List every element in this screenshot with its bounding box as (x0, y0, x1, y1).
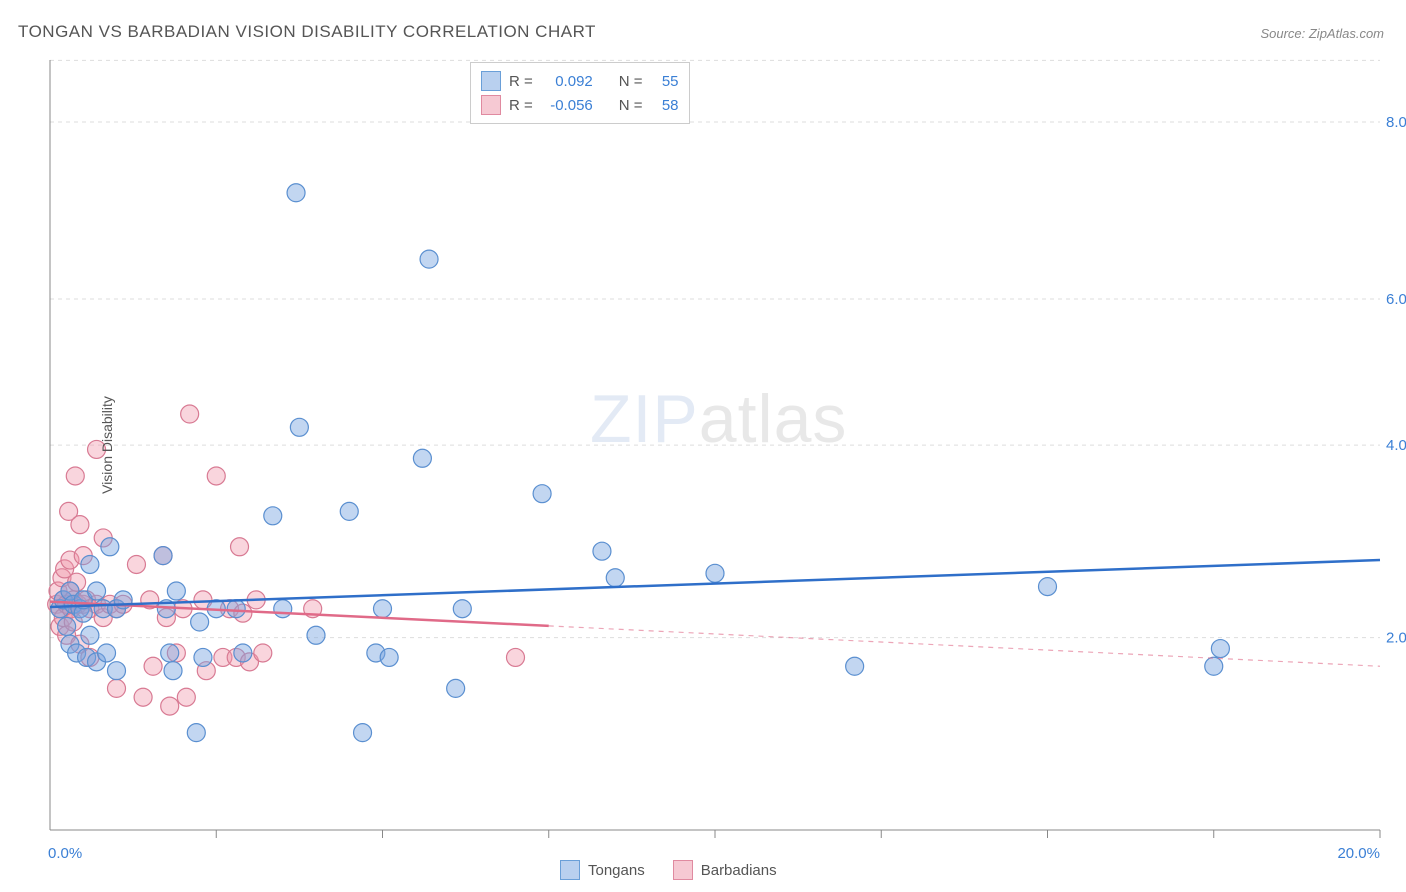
r-value: 0.092 (541, 73, 593, 90)
data-point (307, 626, 325, 644)
data-point (507, 648, 525, 666)
data-point (167, 582, 185, 600)
y-tick-label: 2.0% (1386, 630, 1406, 647)
chart-title: TONGAN VS BARBADIAN VISION DISABILITY CO… (18, 22, 596, 42)
r-label: R = (509, 97, 533, 114)
data-point (413, 449, 431, 467)
series-swatch (481, 95, 501, 115)
series-legend: Tongans Barbadians (560, 860, 777, 880)
data-point (453, 600, 471, 618)
data-point (264, 507, 282, 525)
data-point (161, 697, 179, 715)
y-tick-label: 4.0% (1386, 437, 1406, 454)
data-point (231, 538, 249, 556)
data-point (227, 600, 245, 618)
data-point (1039, 578, 1057, 596)
data-point (274, 600, 292, 618)
data-point (101, 538, 119, 556)
data-point (420, 250, 438, 268)
plot-area: 2.0%4.0%6.0%8.0%0.0%20.0% Vision Disabil… (50, 60, 1380, 830)
data-point (154, 547, 172, 565)
y-tick-label: 8.0% (1386, 114, 1406, 131)
data-point (593, 542, 611, 560)
data-point (88, 582, 106, 600)
data-point (161, 644, 179, 662)
data-point (234, 644, 252, 662)
data-point (1211, 640, 1229, 658)
data-point (134, 688, 152, 706)
data-point (191, 613, 209, 631)
data-point (254, 644, 272, 662)
r-value: -0.056 (541, 97, 593, 114)
r-label: R = (509, 73, 533, 90)
data-point (380, 648, 398, 666)
data-point (98, 644, 116, 662)
data-point (71, 516, 89, 534)
data-point (164, 662, 182, 680)
data-point (181, 405, 199, 423)
source-credit: Source: ZipAtlas.com (1260, 26, 1384, 41)
data-point (447, 679, 465, 697)
legend-item: Barbadians (673, 860, 777, 880)
data-point (187, 724, 205, 742)
data-point (340, 502, 358, 520)
y-axis-label: Vision Disability (99, 396, 115, 494)
scatter-chart: 2.0%4.0%6.0%8.0%0.0%20.0% (50, 60, 1380, 830)
series-swatch (481, 71, 501, 91)
data-point (108, 662, 126, 680)
y-tick-label: 6.0% (1386, 291, 1406, 308)
data-point (127, 555, 145, 573)
data-point (144, 657, 162, 675)
data-point (177, 688, 195, 706)
n-value: 58 (651, 97, 679, 114)
n-label: N = (619, 73, 643, 90)
series-swatch (673, 860, 693, 880)
data-point (846, 657, 864, 675)
n-value: 55 (651, 73, 679, 90)
series-swatch (560, 860, 580, 880)
x-axis-start-label: 0.0% (48, 845, 82, 862)
data-point (533, 485, 551, 503)
correlation-stats-box: R = 0.092 N = 55 R = -0.056 N = 58 (470, 62, 690, 124)
legend-label: Barbadians (701, 862, 777, 879)
data-point (81, 626, 99, 644)
data-point (207, 467, 225, 485)
data-point (706, 564, 724, 582)
stats-row: R = -0.056 N = 58 (481, 93, 679, 117)
legend-item: Tongans (560, 860, 645, 880)
n-label: N = (619, 97, 643, 114)
data-point (194, 648, 212, 666)
x-axis-end-label: 20.0% (1337, 845, 1380, 862)
data-point (606, 569, 624, 587)
data-point (81, 555, 99, 573)
data-point (66, 467, 84, 485)
data-point (290, 418, 308, 436)
legend-label: Tongans (588, 862, 645, 879)
data-point (1205, 657, 1223, 675)
data-point (287, 184, 305, 202)
stats-row: R = 0.092 N = 55 (481, 69, 679, 93)
data-point (58, 617, 76, 635)
data-point (374, 600, 392, 618)
data-point (108, 679, 126, 697)
data-point (354, 724, 372, 742)
